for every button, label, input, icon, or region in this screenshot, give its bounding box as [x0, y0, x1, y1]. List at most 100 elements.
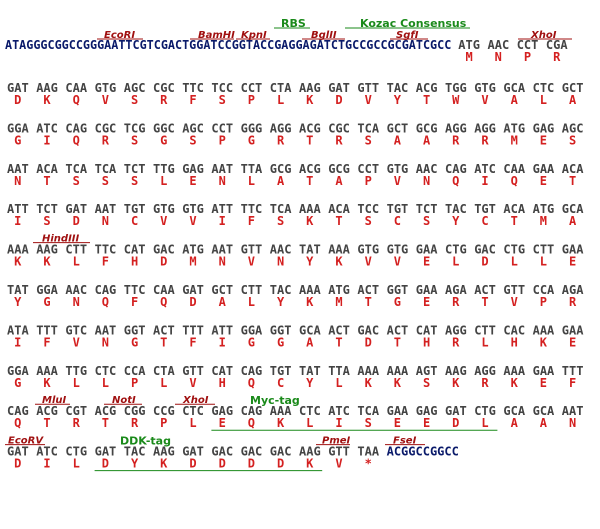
amino-acid: I	[43, 133, 50, 147]
amino-acid: K	[306, 295, 314, 309]
amino-acid: D	[277, 457, 284, 471]
amino-acid: *	[365, 457, 372, 471]
amino-acid: E	[219, 416, 226, 430]
codon: AGC	[124, 81, 146, 95]
amino-acid: C	[277, 376, 284, 390]
amino-acid: L	[335, 376, 342, 390]
codon: GTG	[153, 202, 175, 216]
codon: CCA	[124, 364, 146, 378]
codon: TCA	[270, 202, 292, 216]
codon: CCT	[517, 38, 539, 52]
amino-acid: Y	[306, 376, 314, 390]
codon: TCT	[36, 202, 58, 216]
amino-acid: E	[394, 416, 401, 430]
codon: CTA	[270, 81, 292, 95]
amino-acid: F	[43, 335, 50, 349]
codon: CAG	[65, 121, 87, 135]
codon: CAG	[7, 404, 29, 418]
amino-acid: V	[73, 335, 80, 349]
codon: AAG	[299, 445, 321, 459]
codon: GGT	[387, 283, 409, 297]
codon: GCG	[416, 121, 438, 135]
amino-acid: L	[248, 174, 255, 188]
enzyme-label: PmeI	[322, 436, 351, 447]
amino-acid: S	[219, 93, 226, 107]
codon: CGC	[95, 121, 117, 135]
codon: AAC	[416, 162, 438, 176]
amino-acid: T	[394, 335, 401, 349]
amino-acid: K	[511, 376, 519, 390]
amino-acid: K	[14, 255, 22, 269]
amino-acid: T	[160, 335, 167, 349]
amino-acid: E	[423, 255, 430, 269]
codon: ATG	[328, 283, 350, 297]
amino-acid: H	[511, 335, 518, 349]
amino-acid: Q	[248, 376, 255, 390]
codon: CTG	[445, 243, 467, 257]
codon: GAT	[95, 445, 117, 459]
amino-acid: I	[219, 214, 226, 228]
codon: CAA	[65, 81, 87, 95]
codon: AGC	[182, 121, 204, 135]
codon: ACT	[357, 283, 379, 297]
amino-acid: C	[394, 214, 401, 228]
codon: AAT	[7, 162, 29, 176]
amino-acid: L	[248, 295, 255, 309]
codon: GTG	[357, 243, 379, 257]
codon: CTC	[95, 364, 117, 378]
codon: GCA	[562, 202, 584, 216]
amino-acid: R	[452, 133, 460, 147]
codon: AAA	[299, 202, 321, 216]
codon: AAT	[211, 162, 233, 176]
codon: ACT	[328, 323, 350, 337]
amino-acid: P	[540, 295, 547, 309]
amino-acid: K	[540, 335, 548, 349]
codon: TTT	[562, 364, 584, 378]
codon: TTA	[328, 364, 350, 378]
amino-acid: L	[73, 376, 80, 390]
amino-acid: E	[423, 295, 430, 309]
feature-label: RBS	[281, 17, 306, 30]
enzyme-label: MluI	[42, 395, 66, 406]
codon: CTT	[241, 283, 263, 297]
amino-acid: F	[189, 93, 196, 107]
amino-acid: M	[335, 295, 342, 309]
codon: AAG	[445, 364, 467, 378]
amino-acid: R	[481, 133, 489, 147]
amino-acid: L	[306, 416, 313, 430]
amino-acid: V	[189, 376, 196, 390]
amino-acid: K	[43, 93, 51, 107]
amino-acid: D	[14, 457, 21, 471]
codon: AAA	[503, 364, 525, 378]
amino-acid: R	[277, 133, 285, 147]
amino-acid: V	[394, 255, 401, 269]
codon: GCT	[562, 81, 584, 95]
enzyme-label: BamHI	[198, 30, 235, 41]
codon: AGG	[474, 364, 496, 378]
codon: GTT	[182, 364, 204, 378]
codon: CTA	[153, 364, 175, 378]
amino-acid: T	[481, 295, 488, 309]
amino-acid: Y	[14, 295, 22, 309]
amino-acid: M	[511, 133, 518, 147]
amino-acid: E	[569, 335, 576, 349]
codon: GGA	[7, 364, 29, 378]
codon: GAG	[416, 404, 438, 418]
codon: TTC	[241, 202, 263, 216]
amino-acid: L	[160, 174, 167, 188]
amino-acid: K	[306, 457, 314, 471]
codon: ATC	[36, 121, 58, 135]
amino-acid: V	[335, 457, 342, 471]
enzyme-label: KpnI	[241, 30, 267, 41]
codon: AAG	[299, 81, 321, 95]
amino-acid: L	[160, 376, 167, 390]
amino-acid: E	[189, 174, 196, 188]
codon: AAA	[533, 323, 555, 337]
codon: CCT	[241, 81, 263, 95]
amino-acid: S	[189, 133, 196, 147]
amino-acid: N	[569, 416, 576, 430]
amino-acid: L	[540, 93, 547, 107]
codon: GAT	[445, 404, 467, 418]
codon: AGA	[562, 283, 584, 297]
codon: GTT	[503, 283, 525, 297]
